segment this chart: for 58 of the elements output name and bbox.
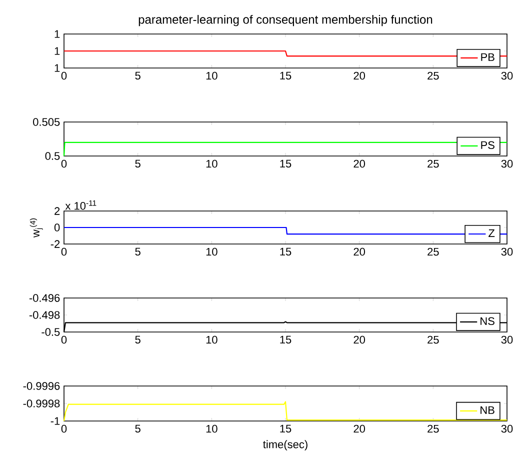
x-tick-label: 30 <box>501 424 513 433</box>
x-tick-label: 15 <box>280 72 292 80</box>
x-tick-label: 10 <box>206 248 218 256</box>
line-series <box>63 401 508 422</box>
y-tick-label: -2 <box>50 240 60 248</box>
x-tick-label: 5 <box>135 336 140 344</box>
y-tick-label: -1 <box>50 417 60 425</box>
x-tick-label: 20 <box>354 248 366 256</box>
x-tick-label: 5 <box>135 72 140 80</box>
legend-label: PS <box>481 141 494 150</box>
x-tick-label: 25 <box>428 248 439 256</box>
x-tick-label: 25 <box>428 336 439 344</box>
legend-label: NB <box>480 406 494 414</box>
y-tick-label: 0.505 <box>33 118 60 126</box>
x-tick-label: 10 <box>206 336 218 344</box>
x-tick-label: 15 <box>280 248 292 256</box>
x-tick-label: 30 <box>501 248 513 256</box>
y-tick-label: -0.5 <box>42 328 60 336</box>
x-tick-label: 30 <box>501 336 513 344</box>
x-tick-label: 20 <box>354 336 366 344</box>
y-tick-label: 1 <box>54 47 60 55</box>
x-tick-label: 15 <box>280 336 292 344</box>
y-tick-label: 0.5 <box>45 152 60 160</box>
x-tick-label: 20 <box>354 424 366 433</box>
y-tick-label: 0 <box>54 224 60 232</box>
y-tick-label: -0.496 <box>29 294 60 302</box>
x-tick-label: 15 <box>280 424 292 433</box>
x-tick-label: 25 <box>428 424 439 433</box>
x-tick-label: 30 <box>501 72 513 80</box>
x-axis-title: time(sec) <box>263 440 308 450</box>
legend-label: PB <box>481 53 494 61</box>
y-tick-label: 1 <box>54 30 60 38</box>
x-tick-label: 10 <box>206 160 218 168</box>
x-tick-label: 25 <box>428 72 439 80</box>
x-tick-label: 0 <box>61 424 67 433</box>
x-tick-label: 25 <box>428 160 439 168</box>
y-tick-label: -0.9998 <box>23 400 60 408</box>
x-tick-label: 5 <box>135 248 140 256</box>
x-tick-label: 0 <box>61 160 67 168</box>
text: x 10$^{-11}$ <box>65 200 96 210</box>
y-tick-label: -0.9996 <box>23 382 60 390</box>
x-tick-label: 15 <box>280 160 292 168</box>
x-tick-label: 20 <box>354 72 366 80</box>
legend-label: NS <box>480 317 494 326</box>
x-tick-label: 0 <box>61 72 67 80</box>
x-tick-label: 5 <box>135 160 140 168</box>
x-tick-label: 30 <box>501 160 513 168</box>
x-tick-label: 10 <box>206 72 218 80</box>
x-tick-label: 10 <box>206 424 218 433</box>
chart-title: parameter-learning of consequent membership function <box>138 14 432 26</box>
x-tick-label: 20 <box>354 160 366 168</box>
x-tick-label: 0 <box>61 336 67 344</box>
y-tick-label: 2 <box>54 207 60 215</box>
x-tick-label: 0 <box>61 248 67 256</box>
x-tick-label: 5 <box>135 424 140 433</box>
legend-label: Z <box>488 229 495 237</box>
y-tick-label: 1 <box>54 64 60 72</box>
y-tick-label: -0.498 <box>29 311 60 319</box>
